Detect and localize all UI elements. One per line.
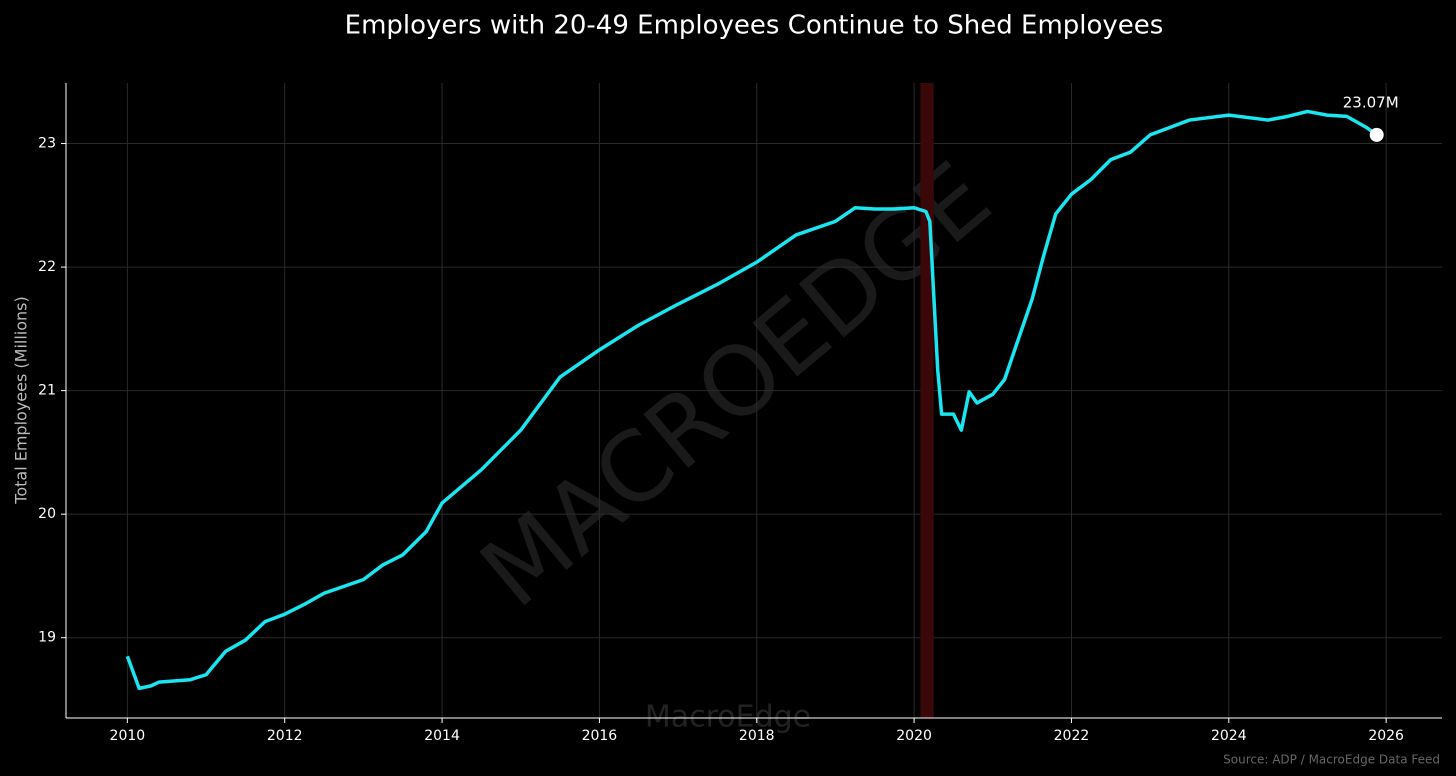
x-tick-label: 2022 xyxy=(1054,728,1090,744)
recession-band xyxy=(920,83,934,718)
source: Source: ADP / MacroEdge Data Feed xyxy=(1223,753,1440,767)
y-tick-label: 21 xyxy=(38,383,56,399)
end-marker xyxy=(1369,127,1384,142)
x-tick-label: 2020 xyxy=(896,728,932,744)
x-tick-label: 2018 xyxy=(739,728,775,744)
x-tick-label: 2026 xyxy=(1368,728,1404,744)
y-axis-label: Total Employees (Millions) xyxy=(12,296,31,504)
watermark-small: MacroEdge xyxy=(645,700,811,735)
line xyxy=(125,109,1378,691)
y-tick-label: 20 xyxy=(38,506,56,522)
y-tick-label: 19 xyxy=(38,630,56,646)
x-tick-label: 2016 xyxy=(582,728,618,744)
y-tick-label: 23 xyxy=(38,136,56,152)
end-annotation: 23.07M xyxy=(1343,93,1399,111)
y-tick-label: 22 xyxy=(38,259,56,275)
x-tick-label: 2014 xyxy=(424,728,460,744)
chart-title: Employers with 20-49 Employees Continue … xyxy=(345,11,1164,41)
x-tick-label: 2010 xyxy=(110,728,146,744)
x-tick-label: 2012 xyxy=(267,728,303,744)
x-tick-label: 2024 xyxy=(1211,728,1247,744)
